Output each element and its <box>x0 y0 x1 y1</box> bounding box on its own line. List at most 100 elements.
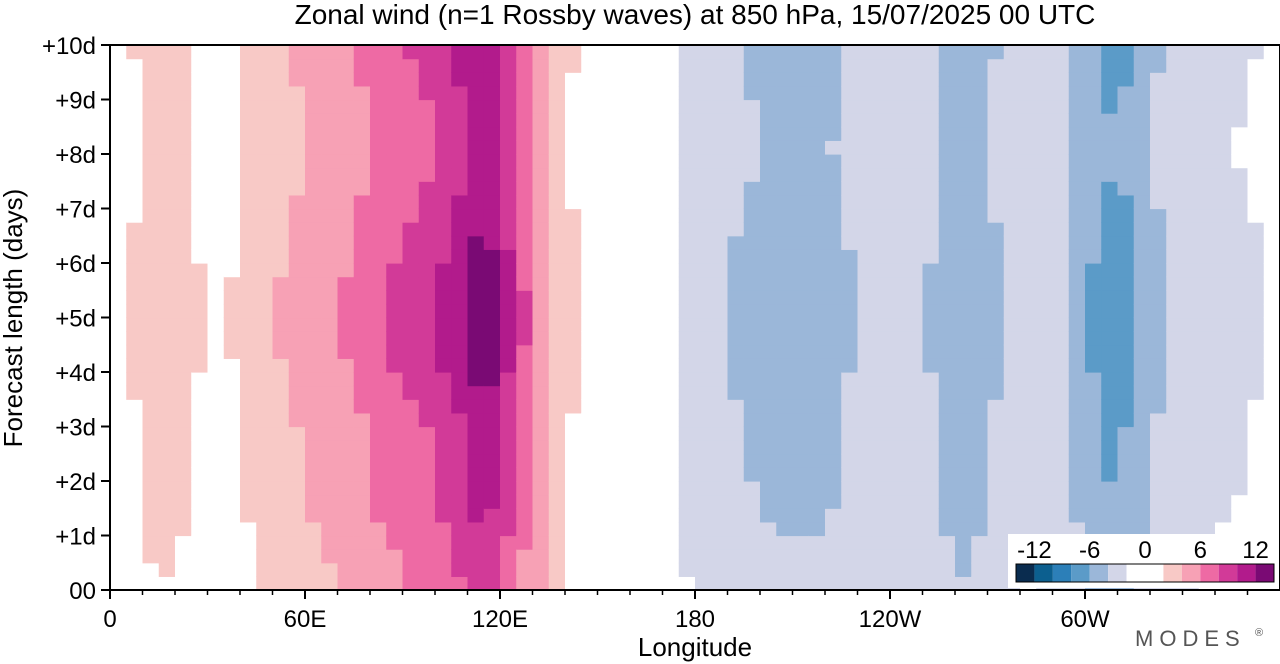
heatmap-cell <box>223 154 241 169</box>
heatmap-cell <box>1150 426 1167 441</box>
heatmap-cell <box>223 167 241 182</box>
heatmap-cell <box>386 399 404 414</box>
heatmap-cell <box>548 549 566 564</box>
heatmap-cell <box>743 562 761 577</box>
heatmap-cell <box>451 535 469 550</box>
heatmap-cell <box>402 453 420 468</box>
heatmap-cell <box>825 208 842 223</box>
heatmap-cell <box>695 467 712 482</box>
heatmap-cell <box>1133 45 1151 60</box>
heatmap-cell <box>435 154 452 169</box>
heatmap-cell <box>516 181 534 196</box>
heatmap-cell <box>1085 208 1102 223</box>
heatmap-cell <box>1068 399 1086 414</box>
heatmap-cell <box>1085 181 1102 196</box>
heatmap-cell <box>678 167 696 182</box>
heatmap-cell <box>207 440 225 455</box>
heatmap-cell <box>223 58 241 73</box>
heatmap-cell <box>500 317 517 332</box>
heatmap-cell <box>1003 290 1021 305</box>
heatmap-cell <box>1247 494 1265 509</box>
heatmap-cell <box>451 549 469 564</box>
heatmap-cell <box>695 385 712 400</box>
heatmap-cell <box>451 208 469 223</box>
heatmap-cell <box>321 358 339 373</box>
heatmap-cell <box>906 508 924 523</box>
heatmap-cell <box>321 467 339 482</box>
heatmap-cell <box>987 562 1005 577</box>
heatmap-cell <box>695 453 712 468</box>
heatmap-cell <box>1052 494 1070 509</box>
heatmap-cell <box>565 167 582 182</box>
heatmap-cell <box>500 549 517 564</box>
heatmap-cell <box>711 399 729 414</box>
heatmap-cell <box>386 549 404 564</box>
heatmap-cell <box>776 303 794 319</box>
heatmap-cell <box>1117 58 1135 73</box>
heatmap-cell <box>776 412 794 428</box>
heatmap-cell <box>678 85 696 101</box>
heatmap-cell <box>256 453 274 468</box>
heatmap-cell <box>207 331 225 346</box>
heatmap-cell <box>678 181 696 196</box>
heatmap-cell <box>386 58 404 73</box>
heatmap-cell <box>987 549 1005 564</box>
heatmap-cell <box>646 222 664 237</box>
heatmap-cell <box>678 222 696 237</box>
heatmap-cell <box>873 85 891 101</box>
heatmap-cell <box>1020 426 1037 441</box>
heatmap-cell <box>938 208 956 223</box>
heatmap-cell <box>256 372 274 387</box>
heatmap-cell <box>1036 167 1054 182</box>
heatmap-cell <box>1182 303 1200 319</box>
heatmap-cell <box>597 412 615 428</box>
heatmap-cell <box>825 235 842 250</box>
heatmap-cell <box>1166 113 1184 128</box>
heatmap-cell <box>126 535 144 550</box>
heatmap-cell <box>597 208 615 223</box>
heatmap-cell <box>386 494 404 509</box>
heatmap-cell <box>1117 276 1135 291</box>
heatmap-cell <box>1263 263 1280 278</box>
heatmap-cell <box>370 426 387 441</box>
heatmap-cell <box>223 535 241 550</box>
heatmap-cell <box>207 140 225 155</box>
heatmap-cell <box>613 194 631 210</box>
heatmap-cell <box>1068 303 1086 319</box>
heatmap-cell <box>321 494 339 509</box>
heatmap-cell <box>240 576 257 591</box>
heatmap-cell <box>1101 412 1119 428</box>
heatmap-cell <box>402 276 420 291</box>
heatmap-cell <box>548 481 566 496</box>
heatmap-cell <box>711 331 729 346</box>
heatmap-cell <box>110 181 127 196</box>
heatmap-cell <box>1231 453 1249 468</box>
heatmap-cell <box>126 344 144 359</box>
heatmap-cell <box>418 344 436 359</box>
heatmap-cell <box>402 194 420 210</box>
heatmap-cell <box>175 99 192 114</box>
heatmap-cell <box>743 290 761 305</box>
heatmap-cell <box>126 222 144 237</box>
heatmap-cell <box>370 317 387 332</box>
heatmap-cell <box>337 549 355 564</box>
heatmap-cell <box>695 303 712 319</box>
heatmap-cell <box>467 372 485 387</box>
heatmap-cell <box>516 235 534 250</box>
heatmap-cell <box>906 290 924 305</box>
heatmap-cell <box>922 263 940 278</box>
heatmap-cell <box>825 113 842 128</box>
heatmap-cell <box>207 45 225 60</box>
heatmap-cell <box>938 426 956 441</box>
heatmap-cell <box>1036 72 1054 87</box>
heatmap-cell <box>581 58 599 73</box>
heatmap-cell <box>418 481 436 496</box>
heatmap-cell <box>532 331 550 346</box>
heatmap-cell <box>1198 58 1216 73</box>
heatmap-cell <box>581 440 599 455</box>
heatmap-cell <box>938 358 956 373</box>
heatmap-cell <box>191 235 209 250</box>
heatmap-cell <box>743 154 761 169</box>
heatmap-cell <box>288 562 306 577</box>
heatmap-cell <box>955 235 972 250</box>
